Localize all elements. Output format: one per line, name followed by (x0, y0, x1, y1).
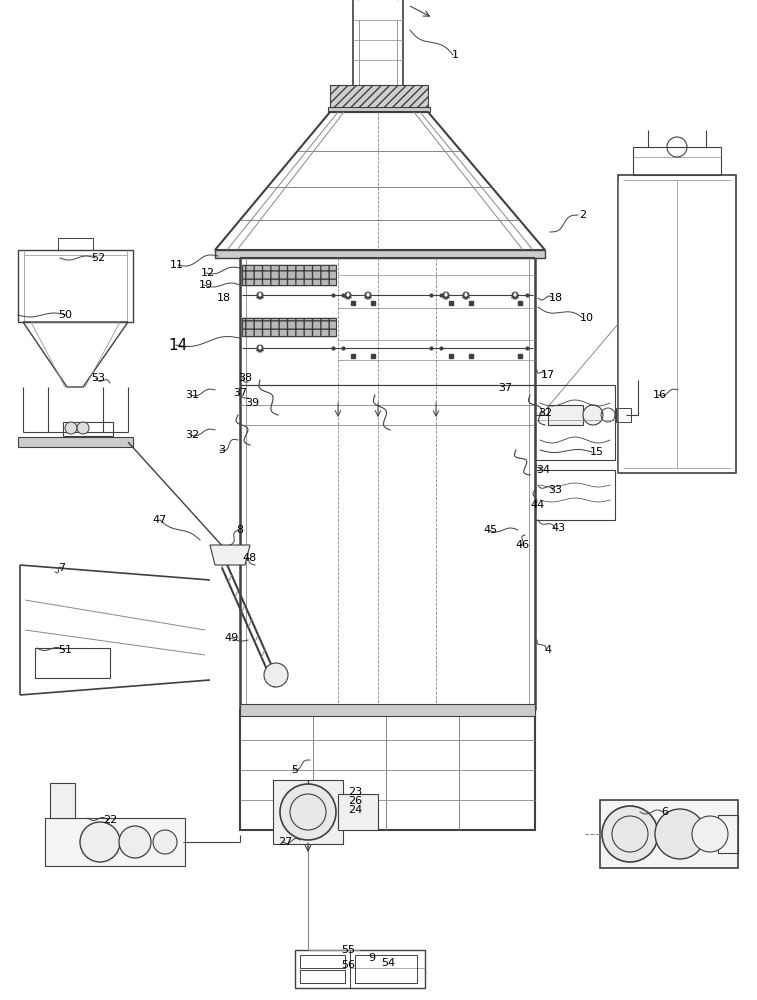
Text: 6: 6 (662, 807, 668, 817)
Bar (328, 107, 430, 112)
Circle shape (280, 784, 336, 840)
Bar (633, 147, 721, 175)
Text: 32: 32 (185, 430, 199, 440)
Circle shape (692, 816, 728, 852)
Circle shape (119, 826, 151, 858)
Text: 24: 24 (348, 805, 362, 815)
Text: 53: 53 (91, 373, 105, 383)
Text: 16: 16 (653, 390, 667, 400)
Text: 46: 46 (516, 540, 530, 550)
Text: 51: 51 (58, 645, 72, 655)
Text: 33: 33 (548, 485, 562, 495)
Circle shape (512, 292, 518, 298)
Text: 27: 27 (278, 837, 292, 847)
Text: 15: 15 (590, 447, 604, 457)
Text: 43: 43 (551, 523, 565, 533)
Text: 19: 19 (199, 280, 213, 290)
Text: 11: 11 (170, 260, 184, 270)
Bar (242, 318, 336, 336)
Bar (18, 437, 133, 447)
Text: 54: 54 (381, 958, 395, 968)
Bar (45, 818, 185, 866)
Circle shape (602, 806, 658, 862)
Text: 37: 37 (498, 383, 512, 393)
Text: 4: 4 (544, 645, 552, 655)
Bar (618, 175, 736, 473)
Bar (58, 238, 93, 250)
Circle shape (583, 405, 603, 425)
Bar (338, 794, 378, 830)
Text: 47: 47 (153, 515, 167, 525)
Bar (215, 250, 545, 258)
Text: 52: 52 (91, 253, 105, 263)
Text: 17: 17 (541, 370, 555, 380)
Text: 1: 1 (451, 50, 459, 60)
Text: 3: 3 (219, 445, 226, 455)
Text: 7: 7 (58, 563, 66, 573)
Text: 23: 23 (348, 787, 362, 797)
Text: 18: 18 (217, 293, 231, 303)
Bar (240, 704, 535, 716)
Bar (50, 783, 75, 818)
Bar (242, 265, 336, 285)
Text: 38: 38 (238, 373, 252, 383)
Text: 8: 8 (236, 525, 244, 535)
Bar (35, 648, 110, 678)
Text: 37: 37 (233, 388, 247, 398)
Bar (718, 815, 738, 853)
Text: 14: 14 (168, 338, 188, 353)
Circle shape (655, 809, 705, 859)
Text: 55: 55 (341, 945, 355, 955)
Text: 12: 12 (201, 268, 215, 278)
Bar (295, 950, 425, 988)
Circle shape (345, 292, 351, 298)
Text: 31: 31 (185, 390, 199, 400)
Bar (330, 85, 428, 107)
Circle shape (443, 292, 449, 298)
Circle shape (365, 292, 371, 298)
Text: 34: 34 (536, 465, 550, 475)
Text: 44: 44 (531, 500, 545, 510)
Circle shape (264, 663, 288, 687)
Text: 50: 50 (58, 310, 72, 320)
Bar (240, 710, 535, 830)
Bar (300, 970, 345, 983)
Circle shape (257, 292, 263, 298)
Text: 22: 22 (103, 815, 117, 825)
Bar (300, 955, 345, 968)
Text: 39: 39 (245, 398, 259, 408)
Text: 56: 56 (341, 960, 355, 970)
Bar (355, 955, 417, 983)
Text: 5: 5 (291, 765, 298, 775)
Circle shape (65, 422, 77, 434)
Bar (18, 250, 133, 322)
Polygon shape (210, 545, 250, 565)
Text: 9: 9 (369, 953, 375, 963)
Text: 45: 45 (483, 525, 497, 535)
Bar (273, 780, 343, 844)
Circle shape (153, 830, 177, 854)
Text: 18: 18 (549, 293, 563, 303)
Circle shape (77, 422, 89, 434)
Bar (616, 408, 631, 422)
Text: 10: 10 (580, 313, 594, 323)
Bar (63, 422, 113, 436)
Text: 2: 2 (579, 210, 587, 220)
Circle shape (463, 292, 469, 298)
Text: 48: 48 (243, 553, 257, 563)
Bar (548, 405, 583, 425)
Text: 32: 32 (538, 408, 552, 418)
Text: 49: 49 (225, 633, 239, 643)
Circle shape (257, 345, 263, 351)
Circle shape (80, 822, 120, 862)
Text: 26: 26 (348, 796, 362, 806)
Bar (535, 470, 615, 520)
Bar (600, 800, 738, 868)
Bar (535, 385, 615, 460)
